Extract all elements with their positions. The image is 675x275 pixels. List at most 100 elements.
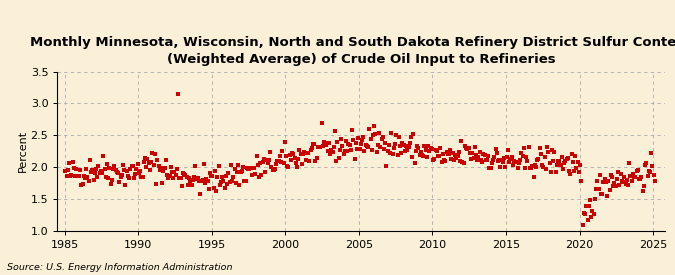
Point: [323, 141, 334, 146]
Point: [81, 167, 92, 171]
Point: [572, 160, 583, 164]
Point: [188, 178, 198, 183]
Point: [66, 173, 77, 178]
Point: [288, 152, 299, 157]
Point: [404, 141, 415, 145]
Point: [315, 144, 326, 149]
Point: [170, 173, 181, 177]
Point: [407, 155, 418, 160]
Point: [597, 192, 608, 197]
Point: [571, 166, 582, 170]
Point: [105, 182, 116, 186]
Point: [255, 161, 266, 166]
Point: [575, 163, 586, 167]
Y-axis label: Percent: Percent: [18, 130, 28, 172]
Point: [538, 164, 549, 169]
Point: [494, 158, 505, 162]
Point: [135, 169, 146, 173]
Point: [520, 166, 531, 170]
Point: [386, 130, 397, 135]
Point: [293, 157, 304, 162]
Point: [163, 175, 173, 180]
Point: [515, 158, 526, 162]
Point: [332, 140, 343, 145]
Point: [229, 167, 240, 171]
Point: [640, 163, 651, 167]
Point: [558, 167, 568, 172]
Point: [215, 183, 225, 188]
Point: [601, 193, 612, 198]
Point: [396, 150, 406, 155]
Point: [625, 174, 636, 178]
Point: [497, 160, 508, 164]
Point: [589, 197, 600, 201]
Point: [153, 164, 164, 169]
Point: [347, 128, 358, 132]
Point: [354, 147, 365, 151]
Point: [585, 198, 595, 203]
Point: [637, 189, 648, 194]
Point: [505, 156, 516, 161]
Point: [188, 174, 199, 179]
Point: [587, 208, 598, 213]
Point: [614, 183, 625, 187]
Point: [176, 184, 187, 188]
Point: [122, 174, 133, 178]
Point: [72, 174, 83, 178]
Point: [418, 153, 429, 158]
Point: [427, 147, 437, 152]
Point: [413, 146, 424, 150]
Point: [77, 182, 88, 186]
Point: [615, 172, 626, 176]
Point: [409, 161, 420, 165]
Point: [472, 158, 483, 163]
Point: [284, 153, 295, 158]
Point: [234, 183, 245, 187]
Point: [136, 175, 146, 179]
Point: [493, 158, 504, 163]
Point: [244, 167, 254, 171]
Point: [341, 139, 352, 143]
Point: [508, 163, 518, 167]
Point: [212, 175, 223, 179]
Point: [190, 164, 200, 169]
Point: [286, 158, 296, 162]
Point: [164, 174, 175, 178]
Point: [622, 178, 632, 183]
Point: [634, 177, 645, 182]
Point: [365, 136, 376, 141]
Point: [394, 135, 404, 139]
Point: [184, 176, 194, 181]
Point: [554, 159, 565, 163]
Point: [612, 177, 622, 181]
Point: [223, 171, 234, 175]
Point: [598, 180, 609, 185]
Point: [504, 160, 514, 164]
Point: [392, 153, 403, 158]
Point: [535, 145, 545, 150]
Point: [477, 160, 487, 164]
Point: [99, 167, 110, 171]
Point: [316, 121, 327, 125]
Point: [537, 163, 547, 167]
Point: [302, 150, 313, 155]
Point: [327, 149, 338, 154]
Point: [495, 165, 506, 169]
Point: [526, 166, 537, 170]
Point: [499, 156, 510, 160]
Point: [344, 143, 355, 147]
Point: [620, 182, 631, 186]
Point: [82, 175, 92, 180]
Point: [628, 174, 639, 179]
Point: [401, 144, 412, 149]
Point: [196, 179, 207, 183]
Point: [549, 149, 560, 154]
Point: [162, 173, 173, 177]
Point: [61, 173, 72, 178]
Point: [454, 150, 464, 154]
Point: [553, 159, 564, 163]
Point: [148, 162, 159, 167]
Point: [84, 158, 95, 163]
Point: [152, 158, 163, 163]
Point: [442, 152, 453, 156]
